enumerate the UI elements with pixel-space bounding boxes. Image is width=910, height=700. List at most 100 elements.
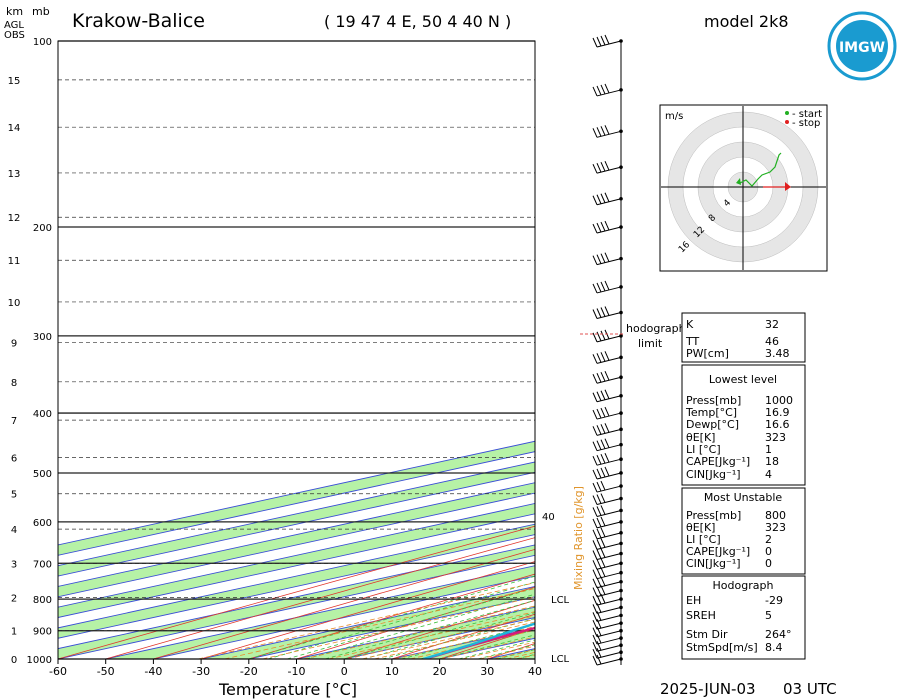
moist-adiabat — [324, 599, 535, 659]
pressure-tick: 500 — [33, 469, 52, 480]
stmdir-value: 264° — [765, 628, 792, 641]
wind-barb-flag — [596, 549, 602, 559]
wind-barb-flag — [600, 352, 606, 362]
wind-barb-flag — [600, 281, 606, 292]
isotherm-line — [58, 502, 535, 608]
mixing-ratio-40: 40 — [542, 512, 555, 523]
wind-barb-flag — [592, 163, 598, 174]
x-tick-label: 0 — [341, 665, 348, 678]
mu-cape-value: 0 — [765, 545, 772, 558]
wind-barb-flag — [592, 595, 598, 606]
axis-obs-label: OBS — [4, 30, 25, 41]
wind-barb-flag — [600, 527, 606, 538]
isotherm-line — [58, 461, 535, 567]
cape-value: 18 — [765, 455, 779, 468]
wind-barb-flag — [600, 467, 606, 478]
km-tick: 5 — [11, 490, 17, 501]
wind-barb-flag — [592, 569, 598, 579]
wind-barb-flag — [592, 441, 598, 451]
station-coords: ( 19 47 4 E, 50 4 40 N ) — [324, 12, 511, 31]
wind-barb-flag — [592, 482, 598, 493]
wind-barb-flag — [604, 389, 610, 399]
pressure-tick: 1000 — [27, 655, 52, 666]
wind-barb-flag — [592, 627, 598, 637]
wind-barb-flag — [592, 223, 598, 234]
stmdir-label: Stm Dir — [686, 628, 728, 641]
km-tick: 0 — [11, 655, 17, 666]
dry-adiabat — [248, 573, 535, 659]
wind-barb-flag — [592, 550, 598, 560]
mu-li-label: LI [°C] — [686, 533, 721, 546]
wind-barb-flag — [592, 587, 598, 597]
isotherm-band — [58, 461, 535, 577]
dry-adiabat — [105, 537, 535, 659]
wind-barb-flag — [596, 577, 602, 587]
lcl-label: LCL — [551, 595, 570, 606]
press-value: 1000 — [765, 394, 793, 407]
wind-barb-flag — [596, 633, 602, 644]
wind-barb-flag — [596, 194, 602, 204]
pressure-tick: 200 — [33, 223, 52, 234]
hodograph-title: Hodograph — [713, 579, 774, 592]
axis-km-label: km — [6, 5, 23, 18]
x-tick-label: 30 — [480, 665, 494, 678]
moist-adiabat — [286, 587, 535, 659]
cin-value: 4 — [765, 468, 772, 481]
km-tick: 4 — [11, 525, 17, 536]
dry-adiabat — [58, 525, 535, 659]
wind-barb-flag — [592, 655, 598, 666]
mu-cin-value: 0 — [765, 557, 772, 570]
tt-label: TT — [685, 335, 700, 348]
wind-barb-flag — [604, 371, 610, 381]
dry-adiabat — [821, 41, 910, 659]
x-axis-label: Temperature [°C] — [218, 680, 357, 699]
mu-cape-label: CAPE[Jkg⁻¹] — [686, 545, 750, 558]
wind-barb-flag — [596, 517, 602, 528]
wind-barb-flag — [592, 634, 598, 645]
dry-adiabat — [153, 548, 535, 659]
wind-barb-flag — [604, 423, 610, 433]
wind-barb-flag — [592, 426, 598, 436]
pressure-tick: 400 — [33, 409, 52, 420]
isotherm-line — [58, 523, 535, 629]
wind-barb-flag — [592, 354, 598, 364]
wind-barb-flag — [596, 162, 602, 173]
wind-barb-flag — [604, 160, 610, 171]
hodograph-start: - start — [792, 109, 822, 120]
wind-barb-flag — [592, 540, 598, 550]
wind-barb-flag — [596, 641, 602, 651]
isotherm-line — [58, 534, 535, 639]
x-tick-label: 40 — [528, 665, 542, 678]
wind-barb-flag — [592, 529, 598, 540]
km-tick: 15 — [8, 76, 21, 87]
li-value: 1 — [765, 443, 772, 456]
wind-barbs — [592, 34, 623, 666]
wind-barb-flag — [592, 604, 598, 614]
theta-label: θE[K] — [686, 431, 715, 444]
wind-barb-flag — [600, 439, 606, 449]
k-value: 32 — [765, 318, 779, 331]
wind-barb-flag — [604, 351, 610, 361]
axis-agl-label: AGL — [4, 20, 24, 31]
pressure-tick: 800 — [33, 595, 52, 606]
dry-adiabat — [869, 41, 910, 659]
wind-barb-flag — [596, 353, 602, 363]
km-tick: 12 — [8, 213, 21, 224]
wind-barb-flag — [600, 538, 606, 548]
axis-mb-label: mb — [32, 5, 50, 18]
wind-barb-flag — [604, 34, 610, 45]
x-tick-label: -30 — [192, 665, 210, 678]
imgw-logo: IMGW — [827, 11, 897, 81]
wind-barb-flag — [600, 453, 606, 464]
km-tick: 8 — [11, 378, 17, 389]
most-unstable-title: Most Unstable — [704, 491, 783, 504]
wind-barb-flag — [600, 424, 606, 434]
dry-adiabat — [200, 561, 535, 659]
wind-barb-flag — [604, 280, 610, 291]
wind-barb-flag — [600, 480, 606, 491]
model-label: model 2k8 — [704, 12, 789, 31]
temp-label: Temp[°C] — [685, 406, 737, 419]
wind-barb-flag — [596, 494, 602, 504]
x-tick-label: -10 — [288, 665, 306, 678]
